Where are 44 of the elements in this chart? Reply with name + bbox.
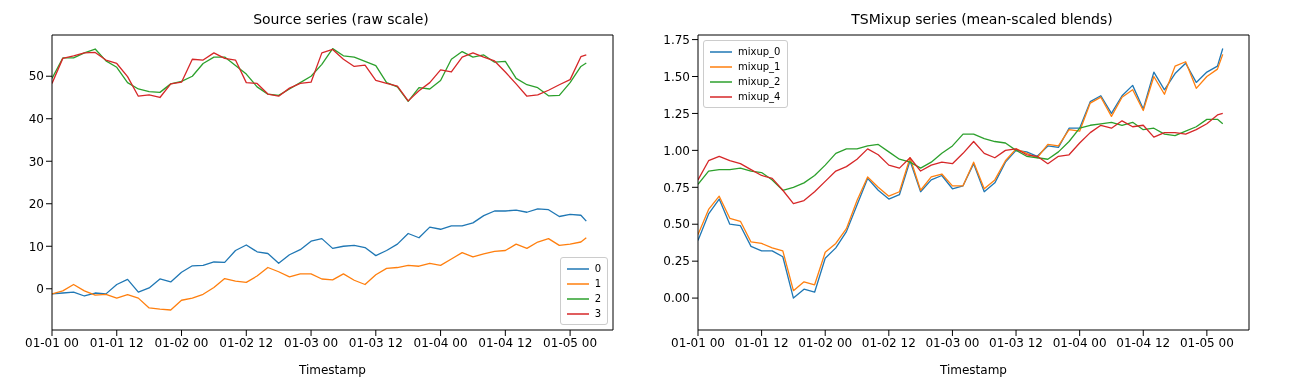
y-tick-label: 0.25 bbox=[663, 254, 690, 269]
x-tick-label: 01-03 00 bbox=[925, 335, 980, 350]
y-tick-label: 1.25 bbox=[663, 106, 690, 121]
y-tick-label: 10 bbox=[28, 239, 44, 254]
x-tick-label: 01-05 00 bbox=[1179, 335, 1234, 350]
x-tick-label: 01-01 00 bbox=[671, 335, 725, 350]
x-tick-label: 01-04 12 bbox=[1116, 335, 1171, 350]
x-tick-label: 01-04 12 bbox=[478, 335, 533, 350]
x-axis-title: Timestamp bbox=[939, 363, 1007, 377]
legend-label: 0 bbox=[594, 262, 601, 276]
y-tick-label: 1.00 bbox=[663, 143, 690, 158]
y-tick-label: 1.50 bbox=[663, 69, 690, 84]
legend-label: 3 bbox=[594, 307, 601, 321]
y-tick-label: 1.75 bbox=[663, 32, 690, 47]
y-tick-label: 40 bbox=[28, 112, 44, 126]
y-tick-label: 0.75 bbox=[663, 180, 690, 195]
x-axis-title: Timestamp bbox=[298, 363, 366, 377]
legend-label: 1 bbox=[594, 277, 601, 291]
x-tick-label: 01-04 00 bbox=[1052, 335, 1107, 350]
y-tick-label: 20 bbox=[28, 197, 44, 212]
x-tick-label: 01-02 12 bbox=[861, 335, 916, 350]
y-tick-label: 30 bbox=[28, 154, 44, 169]
legend-label: 2 bbox=[594, 292, 601, 306]
x-tick-label: 01-02 12 bbox=[219, 335, 274, 350]
x-tick-label: 01-01 12 bbox=[734, 335, 789, 350]
y-tick-label: 0.50 bbox=[663, 217, 690, 232]
y-tick-label: 0 bbox=[36, 282, 44, 297]
legend-label: mixup_4 bbox=[738, 90, 781, 104]
chart-title: Source series (raw scale) bbox=[252, 10, 430, 29]
x-tick-label: 01-01 00 bbox=[25, 335, 79, 350]
x-tick-label: 01-05 00 bbox=[543, 335, 598, 350]
x-tick-label: 01-03 00 bbox=[284, 335, 339, 350]
y-tick-label: 0.00 bbox=[663, 291, 690, 306]
x-tick-label: 01-02 00 bbox=[798, 335, 853, 350]
x-tick-label: 01-03 12 bbox=[348, 335, 403, 350]
y-tick-label: 50 bbox=[28, 69, 44, 84]
legend-label: mixup_2 bbox=[738, 75, 781, 89]
x-tick-label: 01-04 00 bbox=[413, 335, 468, 350]
x-tick-label: 01-02 00 bbox=[154, 335, 209, 350]
x-tick-label: 01-03 12 bbox=[989, 335, 1044, 350]
chart-title: TSMixup series (mean-scaled blends) bbox=[850, 10, 1114, 29]
legend-label: mixup_0 bbox=[738, 45, 781, 59]
x-tick-label: 01-01 12 bbox=[89, 335, 144, 350]
legend-label: mixup_1 bbox=[738, 60, 781, 74]
